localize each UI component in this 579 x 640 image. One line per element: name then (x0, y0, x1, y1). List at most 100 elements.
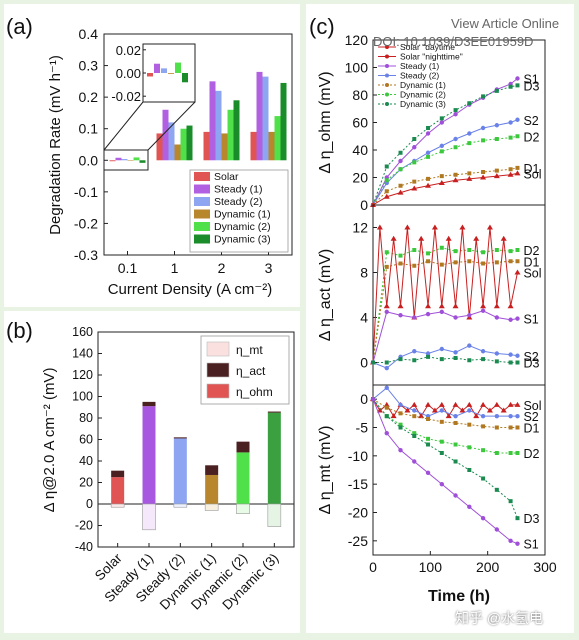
chart-c-point (439, 451, 444, 455)
chart-c-point (384, 264, 389, 269)
chart-c-point (453, 459, 458, 464)
chart-c-point (453, 413, 458, 419)
chart-a-bar (115, 157, 122, 161)
chart-a-bar (262, 76, 269, 161)
chart-b-legend-swatch (206, 362, 230, 378)
chart-c-series-line (372, 135, 518, 206)
chart-c-point (481, 476, 486, 481)
chart-a-xtick-label: 1 (171, 260, 179, 276)
chart-c-point (480, 308, 486, 313)
chart-b-ytick-label: 0 (86, 497, 93, 511)
chart-c-point (439, 309, 444, 315)
chart-b-legend-swatch (206, 383, 230, 399)
chart-c-point (481, 170, 486, 174)
chart-c-point (467, 445, 472, 450)
chart-a-ytick-label: 0.4 (79, 26, 99, 42)
chart-c-point (467, 248, 472, 252)
chart-a-legend-label: Dynamic (3) (214, 234, 271, 246)
chart-c-point (453, 136, 458, 142)
chart-c-point (515, 425, 520, 430)
chart-b-bar-mt (173, 503, 188, 508)
chart-c-series-label: D2 (523, 447, 539, 461)
chart-a-ytick-label: -0.2 (74, 215, 98, 231)
chart-a-inset-bar (147, 73, 153, 77)
chart-c-point (473, 235, 480, 241)
chart-c-ytick-label: 60 (352, 115, 368, 131)
chart-a-ytick-label: -0.1 (74, 184, 98, 200)
chart-c-ytick-label: 0 (360, 197, 368, 213)
chart-b-axes-frame (97, 331, 295, 548)
chart-c-series-label: D3 (523, 357, 539, 371)
chart-c-point (384, 309, 389, 315)
chart-c-point (439, 481, 444, 487)
chart-c-point (515, 248, 520, 252)
chart-c-point (370, 396, 376, 402)
chart-c-point (481, 138, 486, 143)
chart-a-bar (186, 125, 193, 161)
chart-c-point (390, 235, 397, 241)
chart-c-point (467, 343, 472, 348)
chart-c-point (515, 541, 520, 546)
chart-c-point (515, 516, 520, 521)
chart-a-bar (227, 109, 234, 161)
chart-c-point (371, 360, 375, 365)
chart-a-bar (274, 116, 281, 161)
chart-c-point (412, 414, 417, 419)
chart-c-point (384, 250, 389, 255)
chart-c-point (467, 408, 472, 413)
chart-c-point (508, 259, 513, 264)
chart-c-legend-label: Steady (2) (400, 71, 439, 81)
chart-b-bar-mt (142, 503, 156, 531)
chart-c-point (397, 303, 404, 309)
chart-c-point (412, 434, 417, 438)
chart-b-bar-act (205, 465, 219, 475)
view-article-link[interactable]: View Article Online (451, 16, 560, 31)
chart-a-legend-label: Dynamic (2) (214, 221, 271, 233)
chart-c-point (384, 430, 389, 436)
chart-a-bar (209, 81, 216, 161)
chart-a-bar (121, 159, 128, 161)
chart-b-bar-mt (110, 503, 125, 508)
chart-c-ytick-label: -10 (348, 448, 368, 464)
chart-c-series-label: D1 (523, 422, 539, 436)
chart-a-xlabel: Current Density (A cm⁻²) (108, 281, 273, 298)
chart-c-point (467, 141, 472, 146)
chart-b-bar-ohm (142, 406, 156, 504)
chart-c-point (438, 180, 445, 185)
chart-c-series-line (372, 119, 518, 206)
chart-c-series-line (372, 398, 518, 519)
chart-b-ytick-label: 120 (72, 368, 93, 382)
chart-c-point (515, 134, 520, 139)
chart-c-point (412, 248, 417, 252)
chart-a-legend-swatch (194, 222, 210, 231)
chart-c-point (467, 131, 472, 136)
chart-c-point (397, 189, 404, 195)
chart-c-point (398, 447, 403, 453)
chart-c-point (439, 245, 444, 250)
chart-c-point (480, 515, 486, 521)
chart-a-bar (215, 90, 222, 161)
chart-a-bar (250, 131, 257, 161)
chart-a-inset-ytick: 0.02 (116, 43, 141, 58)
chart-c-point (500, 235, 507, 241)
chart-c-point (493, 173, 500, 179)
chart-c-point (425, 311, 431, 317)
chart-a-inset-bar (168, 73, 174, 74)
panel-label-a: (a) (6, 14, 33, 39)
chart-c-series-line (372, 398, 518, 428)
chart-a-legend-swatch (194, 234, 210, 244)
chart-c-point (494, 451, 499, 455)
chart-c-series-label: D3 (523, 512, 539, 526)
chart-a-inset-ytick: 0.00 (116, 66, 141, 81)
doi-link[interactable]: DOI: 10.1039/D3EE01959D (373, 34, 534, 49)
chart-c-point (404, 224, 411, 230)
chart-c-point (398, 183, 403, 188)
chart-b-bar-mt (236, 503, 250, 514)
chart-a-zoom-box (103, 149, 149, 171)
chart-c-point (515, 353, 520, 358)
chart-c-point (494, 137, 499, 141)
chart-c-point (431, 407, 438, 413)
chart-c-point (439, 174, 444, 179)
chart-c-point (426, 259, 431, 264)
chart-c-point (426, 251, 431, 256)
